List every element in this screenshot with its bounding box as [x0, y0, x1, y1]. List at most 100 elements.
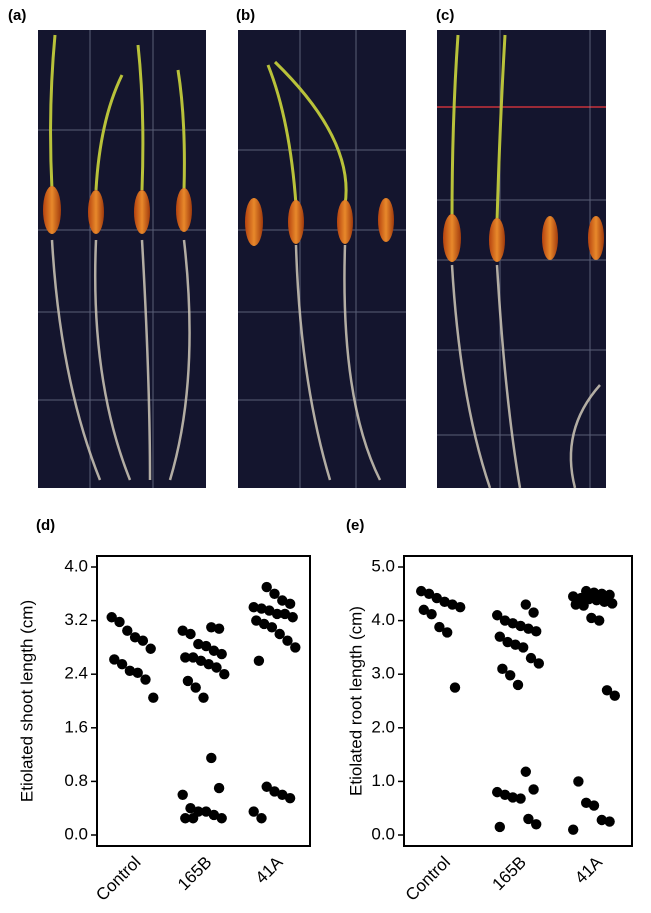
data-point	[248, 806, 259, 817]
data-point	[248, 602, 259, 613]
data-point	[416, 585, 427, 597]
panel-label: (c)	[436, 7, 454, 24]
data-point	[494, 821, 505, 833]
data-point	[594, 615, 605, 626]
data-point	[129, 632, 141, 643]
data-point	[200, 806, 212, 817]
x-tick-label: Control	[92, 853, 144, 905]
data-point	[177, 625, 188, 636]
data-point	[145, 643, 156, 654]
data-point	[447, 599, 458, 610]
data-point	[109, 654, 120, 665]
data-point	[251, 615, 262, 626]
data-point	[182, 675, 194, 687]
data-point	[253, 655, 265, 666]
data-point	[219, 669, 230, 680]
data-point	[499, 615, 511, 626]
x-tick-label: 41A	[571, 852, 606, 887]
data-point	[198, 692, 209, 703]
data-point	[114, 616, 125, 628]
data-point	[282, 635, 293, 646]
y-tick-label: 1.0	[371, 771, 395, 790]
data-point	[418, 604, 429, 616]
data-point	[284, 598, 296, 610]
data-point	[604, 816, 615, 827]
data-point	[177, 789, 188, 800]
data-point	[213, 623, 225, 634]
panel-label: (e)	[346, 517, 364, 534]
data-point	[122, 625, 133, 636]
y-tick-label: 1.6	[64, 717, 88, 736]
data-point	[523, 813, 534, 825]
data-point	[581, 797, 592, 809]
y-axis-label: Etiolated shoot length (cm)	[17, 600, 36, 802]
data-point	[573, 776, 584, 787]
data-point	[523, 623, 534, 634]
data-point	[185, 628, 196, 640]
y-tick-label: 0.0	[371, 824, 395, 843]
data-point	[533, 658, 544, 669]
data-point	[148, 692, 159, 703]
data-point	[216, 813, 227, 824]
data-point	[507, 792, 518, 803]
data-point	[497, 663, 508, 675]
data-point	[208, 645, 220, 656]
data-point	[515, 793, 526, 804]
data-point	[586, 612, 597, 624]
y-tick-label: 5.0	[371, 556, 395, 575]
data-point	[187, 813, 199, 824]
plot-frame	[403, 555, 633, 847]
data-point	[528, 784, 539, 795]
x-tick-label: 41A	[252, 852, 287, 887]
data-point	[290, 642, 301, 653]
data-point	[492, 786, 503, 798]
data-point	[211, 662, 222, 673]
data-point	[208, 809, 220, 821]
data-point	[568, 824, 579, 835]
y-tick-label: 0.0	[64, 824, 88, 843]
data-point	[185, 803, 196, 814]
x-tick-label: 165B	[488, 853, 530, 895]
data-point	[591, 595, 602, 606]
data-point	[528, 607, 539, 618]
data-point	[518, 642, 529, 653]
data-point	[505, 670, 516, 681]
data-point	[492, 610, 503, 621]
y-tick-label: 0.8	[64, 771, 88, 790]
data-point	[578, 600, 589, 611]
data-point	[200, 640, 212, 652]
data-point	[531, 626, 542, 637]
data-point	[264, 605, 275, 616]
photo-b	[238, 30, 406, 488]
data-point	[588, 800, 600, 811]
data-point	[137, 635, 149, 646]
data-point	[216, 648, 227, 660]
data-point	[274, 628, 285, 640]
data-point	[187, 652, 199, 663]
data-point	[423, 588, 435, 599]
data-point	[502, 636, 513, 648]
data-point	[193, 638, 204, 650]
panel-label: (a)	[8, 7, 26, 24]
plot-frame	[96, 555, 311, 847]
data-point	[531, 819, 542, 830]
data-point	[449, 682, 461, 693]
data-point	[601, 685, 613, 696]
data-point	[116, 658, 128, 670]
data-point	[279, 608, 291, 620]
data-point	[596, 814, 607, 826]
panel-label: (d)	[36, 517, 55, 534]
data-point	[140, 674, 151, 685]
data-point	[434, 621, 445, 633]
data-point	[195, 655, 207, 666]
data-point	[525, 652, 537, 664]
x-tick-label: Control	[402, 853, 454, 905]
data-point	[568, 591, 579, 602]
data-point	[269, 588, 280, 599]
data-point	[512, 679, 524, 691]
data-point	[258, 618, 270, 630]
data-point	[269, 786, 280, 797]
y-tick-label: 2.4	[64, 664, 88, 683]
data-point	[206, 622, 217, 633]
data-point	[515, 620, 526, 632]
